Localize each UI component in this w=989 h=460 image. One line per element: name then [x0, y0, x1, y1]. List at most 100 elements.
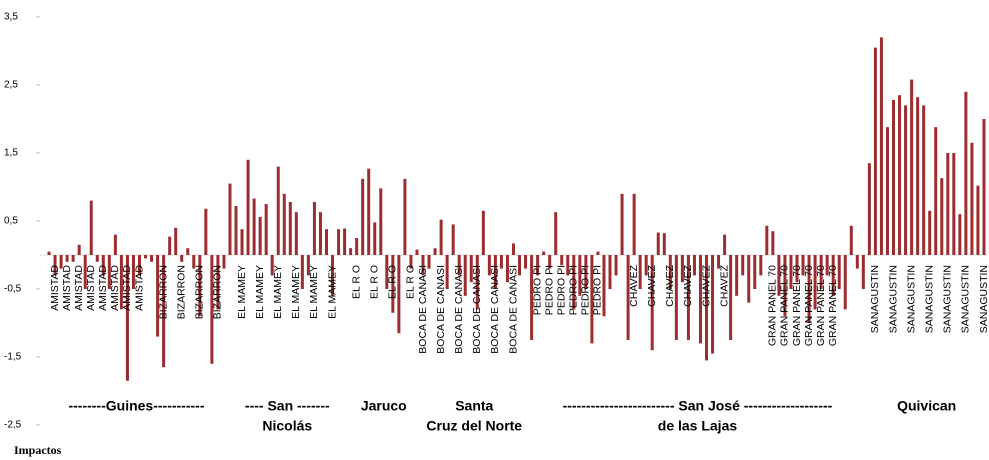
x-tick-label: BOCA DE CANASI	[435, 265, 447, 354]
x-tick-label: BIZARRON	[157, 265, 169, 319]
bar	[487, 255, 491, 276]
x-tick-label: EL R O	[350, 265, 362, 299]
bar	[427, 255, 431, 269]
bar	[879, 37, 883, 256]
bar	[753, 255, 757, 289]
x-tick-label: PEDRO PI	[592, 265, 604, 315]
bar	[970, 142, 974, 255]
bar	[511, 243, 515, 255]
bar	[240, 229, 244, 255]
bar	[168, 236, 172, 255]
bar	[849, 225, 853, 255]
x-tick-label: EL MAMEY	[308, 265, 320, 319]
bar	[174, 227, 178, 255]
bar	[632, 193, 636, 255]
bar	[686, 255, 690, 340]
x-tick-label: EL MAMEY	[236, 265, 248, 319]
bar	[674, 255, 678, 340]
bar	[150, 255, 154, 262]
x-tick-label: PEDRO PI	[556, 265, 568, 315]
bar	[379, 188, 383, 255]
bar	[741, 255, 745, 276]
bar	[789, 255, 793, 289]
x-tick-label: GRAN PANEL 70	[779, 265, 791, 346]
x-tick-label: GRAN PANEL 70	[827, 265, 839, 346]
x-tick-label: AMISTAD	[121, 265, 133, 311]
bar	[180, 255, 184, 262]
bar	[89, 200, 93, 255]
x-tick-label: AMISTAD	[97, 265, 109, 311]
bar	[596, 251, 600, 255]
bar	[270, 255, 274, 276]
bar	[445, 255, 449, 289]
bar	[258, 216, 262, 255]
bar	[83, 255, 87, 289]
x-tick-label: BIZARRON	[212, 265, 224, 319]
bar	[855, 255, 859, 269]
x-tick-label: AMISTAD	[49, 265, 61, 311]
bar	[578, 255, 582, 296]
bar	[65, 255, 69, 262]
bar	[680, 255, 684, 283]
x-tick-label: CHAVEZ	[700, 264, 712, 306]
bar	[421, 255, 425, 276]
bar	[795, 255, 799, 283]
bar	[765, 225, 769, 255]
x-tick-label: GRAN PANEL 70	[767, 265, 779, 346]
bar	[614, 255, 618, 276]
bar	[759, 255, 763, 276]
bar	[469, 255, 473, 283]
bar	[620, 193, 624, 255]
bar	[324, 229, 328, 255]
bar	[107, 255, 111, 289]
bar	[204, 208, 208, 255]
bar	[451, 224, 455, 255]
bar	[717, 255, 721, 269]
bar	[892, 99, 896, 256]
y-tick-label: 0,5	[4, 216, 18, 227]
y-tick-label: -2,5	[4, 420, 22, 431]
group-label: Nicolás	[262, 418, 312, 434]
bar	[831, 255, 835, 296]
bar	[644, 255, 648, 276]
bar	[922, 105, 926, 256]
bar	[650, 255, 654, 351]
bar	[409, 255, 413, 269]
y-tick-label: -1,5	[4, 352, 22, 363]
x-tick-label: AMISTAD	[133, 265, 145, 311]
group-label: Jaruco	[361, 398, 407, 414]
bar	[536, 255, 540, 276]
bar	[747, 255, 751, 303]
bar	[318, 212, 322, 255]
bar	[47, 251, 51, 255]
bar	[162, 255, 166, 368]
bar	[282, 193, 286, 255]
bar	[843, 255, 847, 310]
bar	[361, 178, 365, 255]
x-tick-label: BOCA DE CANASI	[507, 265, 519, 354]
bar	[729, 255, 733, 340]
x-tick-label: SANAGUSTIN	[978, 265, 989, 333]
bar	[801, 255, 805, 276]
bar	[554, 212, 558, 255]
x-tick-label: SANAGUSTIN	[960, 265, 972, 333]
x-tick-label: AMISTAD	[61, 265, 73, 311]
x-tick-label: SANAGUSTIN	[905, 265, 917, 333]
x-tick-label: BOCA DE CANASI	[417, 265, 429, 354]
bar	[723, 234, 727, 255]
x-tick-label: PEDRO PI	[580, 265, 592, 315]
bar	[807, 255, 811, 323]
group-label: Santa	[455, 398, 493, 414]
bar	[349, 248, 353, 255]
x-tick-label: BIZARRON	[176, 265, 188, 319]
bar	[210, 255, 214, 364]
bar	[910, 79, 914, 255]
bar	[837, 255, 841, 289]
bar	[608, 255, 612, 289]
x-tick-label: SANAGUSTIN	[942, 265, 954, 333]
bar	[771, 231, 775, 255]
x-axis-label: Impactos	[14, 443, 62, 457]
bar	[946, 153, 950, 255]
x-tick-label: EL MAMEY	[326, 265, 338, 319]
bar	[928, 210, 932, 255]
